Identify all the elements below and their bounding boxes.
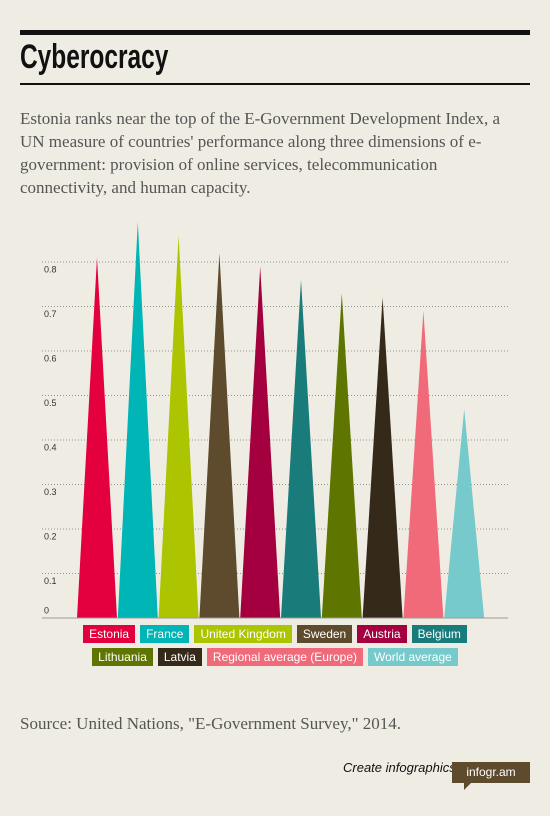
spike xyxy=(199,253,240,618)
y-tick-label: 0.6 xyxy=(44,353,57,363)
legend-item: Lithuania xyxy=(92,648,153,666)
legend-item: Austria xyxy=(357,625,407,643)
logo[interactable]: infogr.am xyxy=(452,762,530,790)
legend-item: Belgium xyxy=(411,625,467,643)
legend-item: Latvia xyxy=(157,648,202,666)
spike xyxy=(281,279,321,618)
rule xyxy=(20,83,530,85)
spike xyxy=(240,266,281,618)
subtitle: Estonia ranks near the top of the E-Gove… xyxy=(20,109,501,197)
spike xyxy=(117,221,158,618)
spike xyxy=(444,408,485,618)
legend-item: Regional average (Europe) xyxy=(206,648,363,666)
rule xyxy=(20,30,530,35)
chart-title: Cyberocracy xyxy=(20,38,169,76)
legend-item: France xyxy=(140,625,190,643)
spike xyxy=(321,293,362,618)
legend: Estonia France United Kingdom Sweden Austria… xyxy=(72,625,478,666)
legend-item: World average xyxy=(368,648,458,666)
y-tick-label: 0 xyxy=(44,605,49,615)
y-tick-label: 0.4 xyxy=(44,442,57,452)
spike xyxy=(403,310,444,618)
y-tick-label: 0.8 xyxy=(44,264,57,274)
y-tick-label: 0.5 xyxy=(44,398,57,408)
spike xyxy=(77,257,117,618)
y-tick-label: 0.2 xyxy=(44,531,57,541)
source: Source: United Nations, "E-Government Su… xyxy=(20,714,402,733)
footer-text[interactable]: Create infographics xyxy=(343,760,456,775)
legend-item: United Kingdom xyxy=(194,625,292,643)
spike xyxy=(158,235,199,619)
legend-item: Sweden xyxy=(296,625,353,643)
y-tick-label: 0.7 xyxy=(44,309,57,319)
spike xyxy=(362,297,403,618)
y-tick-label: 0.1 xyxy=(44,576,57,586)
legend-item: Estonia xyxy=(83,625,136,643)
y-tick-label: 0.3 xyxy=(44,487,57,497)
